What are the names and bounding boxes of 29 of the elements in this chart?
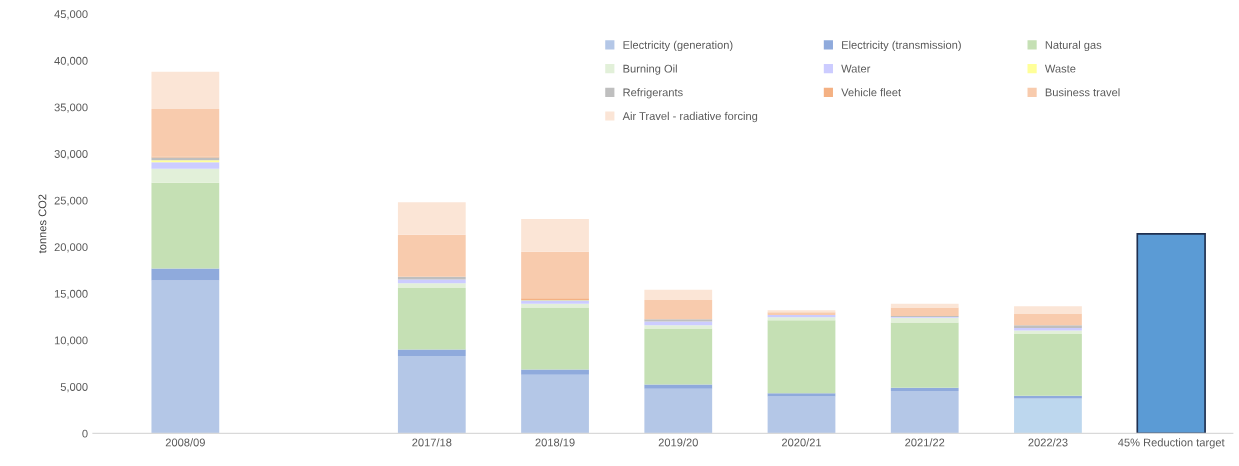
y-tick-label: 45,000	[54, 10, 88, 20]
x-tick-label: 2018/19	[535, 438, 575, 447]
y-axis-title: tonnes CO2	[38, 194, 47, 254]
legend-label: Burning Oil	[623, 64, 677, 75]
legend-label: Electricity (generation)	[623, 40, 733, 52]
x-tick-label: 2020/21	[781, 438, 822, 447]
legend-label: Air Travel - radiative forcing	[622, 111, 758, 123]
legend-label: Business travel	[1045, 88, 1120, 97]
x-tick-label: 2019/20	[658, 438, 698, 447]
y-tick-label: 30,000	[54, 150, 88, 160]
legend-label: Vehicle fleet	[841, 88, 901, 97]
x-tick-label: 2008/09	[165, 438, 205, 447]
y-tick-label: 40,000	[54, 56, 88, 67]
x-tick-label: 2017/18	[412, 438, 452, 447]
x-tick-label: 45% Reduction target	[1118, 438, 1225, 449]
x-tick-label: 2022/23	[1028, 438, 1068, 447]
y-tick-label: 0	[82, 429, 88, 438]
y-tick-label: 20,000	[54, 243, 88, 253]
y-tick-label: 10,000	[54, 336, 88, 346]
y-tick-label: 35,000	[54, 103, 88, 113]
legend-label: Refrigerants	[623, 88, 683, 99]
y-tick-label: 25,000	[54, 196, 88, 206]
legend-label: Water	[841, 64, 871, 73]
legend-label: Natural gas	[1045, 40, 1102, 52]
legend-label: Waste	[1044, 64, 1076, 73]
x-tick-label: 2021/22	[905, 438, 945, 447]
y-tick-label: 15,000	[54, 289, 88, 300]
legend-label: Electricity (transmission)	[842, 40, 961, 52]
y-tick-label: 5,000	[60, 383, 88, 393]
